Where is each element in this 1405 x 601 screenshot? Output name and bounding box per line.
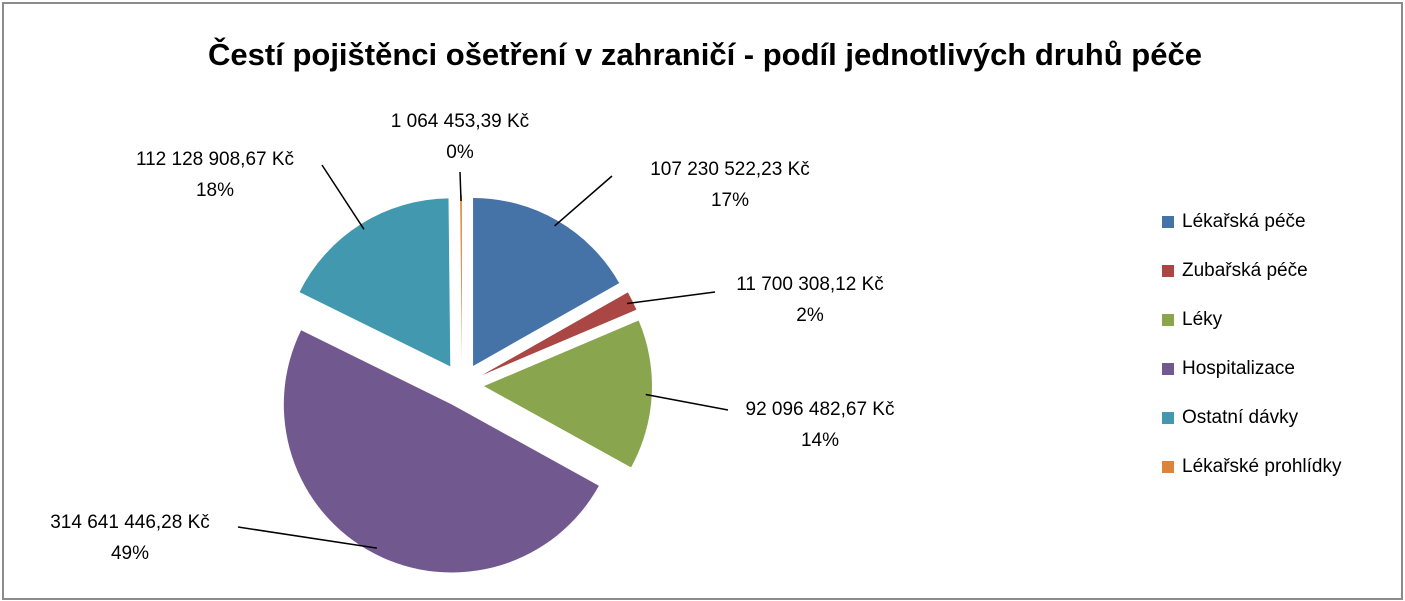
legend-swatch <box>1162 363 1174 375</box>
value-label: 11 700 308,12 Kč <box>736 274 884 295</box>
percent-label: 2% <box>796 305 824 326</box>
pie-slice <box>473 197 620 366</box>
legend-swatch <box>1162 265 1174 277</box>
value-label: 314 641 446,28 Kč <box>50 512 210 533</box>
value-label: 1 064 453,39 Kč <box>391 111 529 132</box>
legend-label: Hospitalizace <box>1182 358 1295 379</box>
legend-swatch <box>1162 412 1174 424</box>
pie-slice <box>481 292 637 376</box>
legend-swatch <box>1162 216 1174 228</box>
percent-label: 0% <box>446 142 474 163</box>
legend-label: Lékařská péče <box>1182 211 1306 232</box>
leader-line <box>237 526 377 549</box>
chart-title: Čestí pojištěnci ošetření v zahraničí - … <box>208 36 1202 72</box>
legend-label: Zubařská péče <box>1182 260 1308 281</box>
percent-label: 14% <box>801 430 839 451</box>
value-label: 107 230 522,23 Kč <box>650 159 810 180</box>
leader-line <box>321 164 365 230</box>
leader-line <box>645 393 729 411</box>
pie-slice <box>283 330 599 573</box>
legend-label: Lékařské prohlídky <box>1182 456 1342 477</box>
pie-slice <box>299 198 451 367</box>
pie-slice <box>483 320 652 468</box>
leader-line <box>459 171 462 202</box>
legend-swatch <box>1162 461 1174 473</box>
value-label: 112 128 908,67 Kč <box>136 149 294 170</box>
percent-label: 18% <box>196 180 234 201</box>
percent-label: 49% <box>111 543 149 564</box>
leader-line <box>626 291 716 305</box>
pie-slice <box>460 195 462 364</box>
percent-label: 17% <box>711 190 749 211</box>
value-label: 92 096 482,67 Kč <box>746 399 895 420</box>
legend-swatch <box>1162 314 1174 326</box>
leader-line <box>554 175 613 227</box>
legend-label: Ostatní dávky <box>1182 407 1299 428</box>
legend-label: Léky <box>1182 309 1223 330</box>
